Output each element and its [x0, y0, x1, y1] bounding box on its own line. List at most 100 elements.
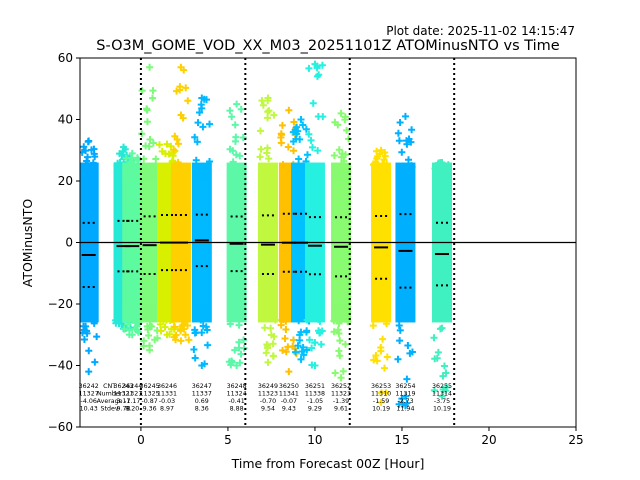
data-point: [379, 160, 387, 168]
data-point: [143, 118, 151, 126]
extreme-point: [285, 106, 293, 114]
data-point: [396, 119, 404, 127]
data-point: [197, 316, 205, 324]
data-point: [377, 389, 385, 397]
data-point: [395, 137, 403, 145]
y-tick-label: −60: [48, 420, 73, 434]
data-point: [126, 326, 134, 334]
data-point: [430, 386, 438, 394]
data-point: [191, 329, 199, 337]
stats-value: 11324: [227, 391, 247, 398]
stats-value: 36246: [157, 383, 177, 390]
data-point: [319, 113, 327, 121]
extreme-point: [146, 346, 154, 354]
data-point: [270, 111, 278, 119]
data-point: [89, 159, 97, 167]
data-point: [236, 152, 244, 160]
stats-value: 11337: [192, 391, 212, 398]
data-point: [314, 147, 322, 155]
extreme-point: [198, 94, 206, 102]
data-point: [206, 157, 214, 165]
data-point: [198, 329, 206, 337]
data-point: [307, 136, 315, 144]
data-point: [80, 336, 88, 344]
stats-value: 11319: [395, 391, 415, 398]
data-point: [380, 364, 388, 372]
y-tick-label: 0: [65, 236, 73, 250]
stats-value: 11323: [258, 391, 278, 398]
stats-value: -0.07: [281, 398, 297, 405]
extreme-point: [233, 100, 241, 108]
data-point: [235, 338, 243, 346]
y-tick-label: 20: [58, 174, 73, 188]
data-point: [335, 146, 343, 154]
stats-value: -0.70: [260, 398, 276, 405]
data-point: [156, 320, 164, 328]
data-point: [341, 340, 349, 348]
data-point: [91, 358, 99, 366]
data-point: [302, 125, 310, 133]
data-point: [131, 313, 139, 321]
data-point: [381, 152, 389, 160]
data-point: [228, 113, 236, 121]
x-tick-label: 0: [137, 433, 145, 447]
data-point: [142, 142, 150, 150]
extreme-point: [85, 137, 93, 145]
stats-value: -0.87: [141, 398, 157, 405]
stats-value: 11338: [305, 391, 325, 398]
extreme-point: [311, 60, 319, 68]
data-point: [279, 161, 287, 169]
extreme-point: [163, 331, 171, 339]
data-point: [143, 105, 151, 113]
data-point: [129, 163, 137, 171]
data-point: [373, 357, 381, 365]
data-point: [229, 164, 237, 172]
data-point: [152, 155, 160, 163]
data-point: [176, 86, 184, 94]
data-point: [206, 120, 214, 128]
data-point: [231, 121, 239, 129]
stats-value: 36255: [432, 383, 452, 390]
data-point: [151, 336, 159, 344]
data-point: [335, 319, 343, 327]
data-point: [149, 94, 157, 102]
data-point: [90, 150, 98, 158]
stats-header: Number: [97, 391, 123, 398]
data-point: [159, 316, 167, 324]
data-point: [405, 135, 413, 143]
data-point: [180, 320, 188, 328]
data-point: [305, 64, 313, 72]
data-point: [202, 323, 210, 331]
data-point: [93, 333, 101, 341]
data-point: [161, 164, 169, 172]
data-point: [290, 147, 298, 155]
y-tick-label: 60: [58, 51, 73, 65]
data-point: [396, 326, 404, 334]
data-point: [282, 348, 290, 356]
extreme-point: [401, 401, 409, 409]
data-point: [296, 336, 304, 344]
data-point: [259, 101, 267, 109]
data-point: [290, 118, 298, 126]
stats-header: CNT: [103, 383, 116, 390]
data-point: [84, 153, 92, 161]
stats-value: 8.36: [195, 406, 209, 413]
data-point: [439, 163, 447, 171]
stats-value: 10.19: [433, 406, 451, 413]
stats-value: 9.43: [282, 406, 296, 413]
data-point: [404, 342, 412, 350]
stats-value: -1.05: [307, 398, 323, 405]
data-point: [305, 130, 313, 138]
extreme-point: [177, 63, 185, 71]
data-point: [143, 315, 151, 323]
data-point: [267, 331, 275, 339]
x-tick-label: 25: [568, 433, 583, 447]
x-tick-label: 15: [394, 433, 409, 447]
data-point: [82, 160, 90, 168]
data-point: [330, 328, 338, 336]
stats-value: 36248: [227, 383, 247, 390]
data-point: [303, 316, 311, 324]
stats-value: -1.59: [373, 398, 389, 405]
x-axis-label: Time from Forecast 00Z [Hour]: [231, 456, 425, 471]
data-point: [398, 148, 406, 156]
